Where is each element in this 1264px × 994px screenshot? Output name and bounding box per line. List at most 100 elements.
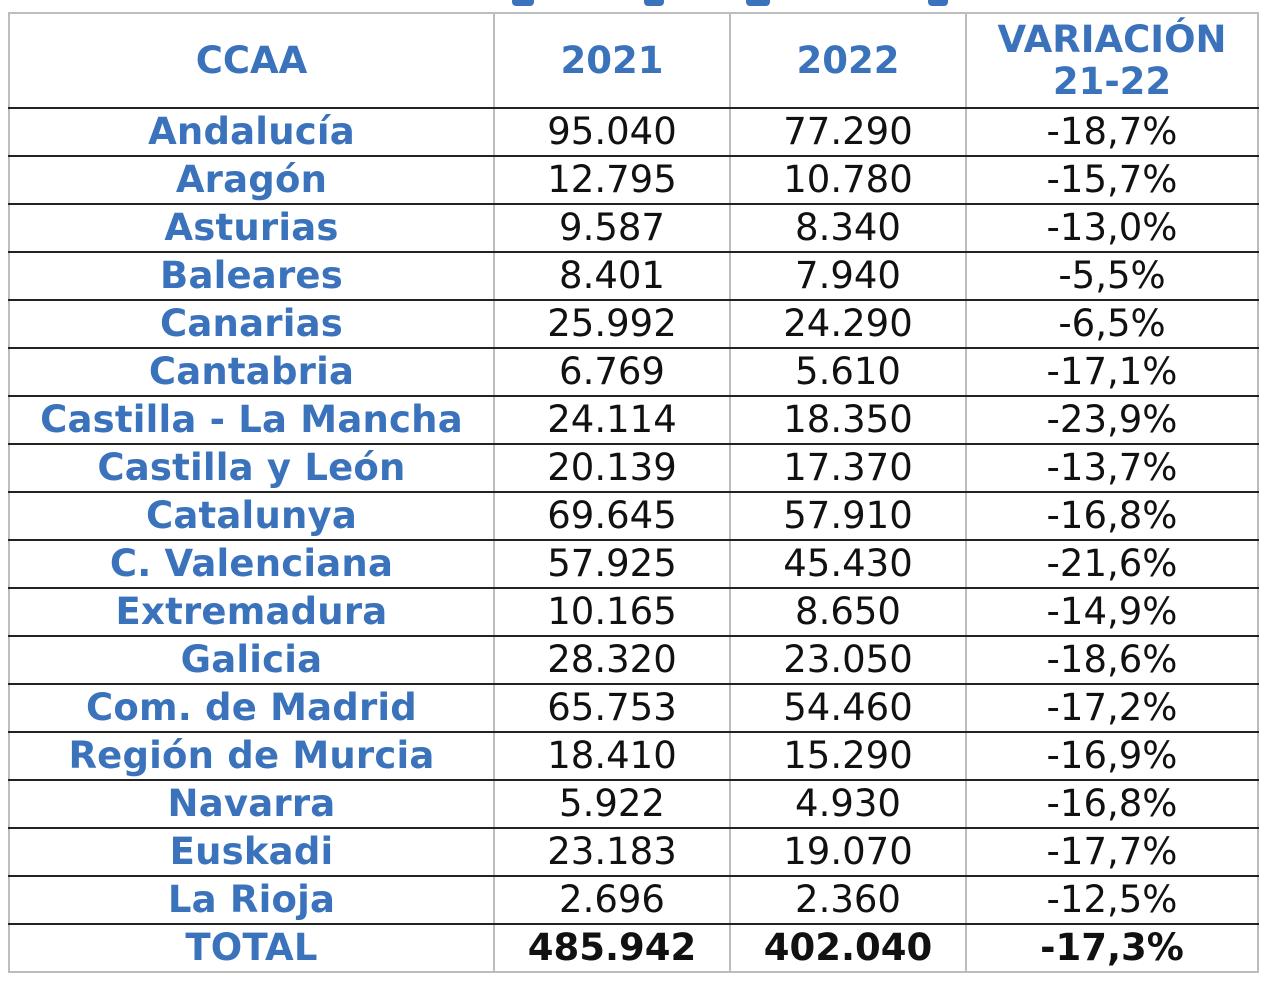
value-2021: 25.992: [493, 299, 731, 349]
value-variation: -14,9%: [965, 587, 1259, 637]
table-row: Castilla - La Mancha 24.114 18.350 -23,9…: [8, 395, 1259, 445]
region-name: C. Valenciana: [8, 539, 495, 589]
value-2022: 7.940: [729, 251, 967, 301]
total-2022: 402.040: [729, 923, 967, 973]
ccaa-data-table: CCAA 2021 2022 VARIACIÓN 21-22 Andalucía…: [8, 12, 1259, 973]
value-2021: 8.401: [493, 251, 731, 301]
value-2021: 28.320: [493, 635, 731, 685]
value-variation: -21,6%: [965, 539, 1259, 589]
table-row: Euskadi 23.183 19.070 -17,7%: [8, 827, 1259, 877]
value-variation: -16,8%: [965, 491, 1259, 541]
total-label: TOTAL: [8, 923, 495, 973]
table-row: Cantabria 6.769 5.610 -17,1%: [8, 347, 1259, 397]
region-name: Canarias: [8, 299, 495, 349]
value-2022: 2.360: [729, 875, 967, 925]
region-name: Com. de Madrid: [8, 683, 495, 733]
clipped-title-fragment: [0, 0, 1264, 12]
value-2021: 23.183: [493, 827, 731, 877]
header-row: CCAA 2021 2022 VARIACIÓN 21-22: [8, 12, 1259, 109]
value-2022: 8.650: [729, 587, 967, 637]
table-row: Catalunya 69.645 57.910 -16,8%: [8, 491, 1259, 541]
value-variation: -16,8%: [965, 779, 1259, 829]
table-row: Castilla y León 20.139 17.370 -13,7%: [8, 443, 1259, 493]
header-ccaa: CCAA: [8, 12, 495, 109]
clipped-glyph: [512, 0, 534, 6]
value-2022: 15.290: [729, 731, 967, 781]
value-2022: 24.290: [729, 299, 967, 349]
value-2021: 10.165: [493, 587, 731, 637]
value-2022: 19.070: [729, 827, 967, 877]
table-row: Andalucía 95.040 77.290 -18,7%: [8, 107, 1259, 157]
value-2022: 54.460: [729, 683, 967, 733]
value-variation: -17,2%: [965, 683, 1259, 733]
value-variation: -17,1%: [965, 347, 1259, 397]
header-variation: VARIACIÓN 21-22: [965, 12, 1259, 109]
region-name: Castilla - La Mancha: [8, 395, 495, 445]
value-2022: 8.340: [729, 203, 967, 253]
region-name: Euskadi: [8, 827, 495, 877]
value-2022: 5.610: [729, 347, 967, 397]
value-2021: 12.795: [493, 155, 731, 205]
value-2021: 20.139: [493, 443, 731, 493]
value-variation: -13,0%: [965, 203, 1259, 253]
total-row: TOTAL 485.942 402.040 -17,3%: [8, 923, 1259, 973]
region-name: Asturias: [8, 203, 495, 253]
region-name: Andalucía: [8, 107, 495, 157]
value-variation: -23,9%: [965, 395, 1259, 445]
value-2022: 4.930: [729, 779, 967, 829]
value-2021: 65.753: [493, 683, 731, 733]
region-name: Extremadura: [8, 587, 495, 637]
value-2021: 57.925: [493, 539, 731, 589]
table-row: Galicia 28.320 23.050 -18,6%: [8, 635, 1259, 685]
value-2021: 18.410: [493, 731, 731, 781]
value-2022: 10.780: [729, 155, 967, 205]
header-variation-line2: 21-22: [1052, 59, 1172, 103]
clipped-glyph: [644, 0, 664, 6]
total-2021: 485.942: [493, 923, 731, 973]
table-row: Navarra 5.922 4.930 -16,8%: [8, 779, 1259, 829]
table-row: Región de Murcia 18.410 15.290 -16,9%: [8, 731, 1259, 781]
header-2022: 2022: [729, 12, 967, 109]
value-2021: 24.114: [493, 395, 731, 445]
value-variation: -17,7%: [965, 827, 1259, 877]
value-2021: 6.769: [493, 347, 731, 397]
region-name: Navarra: [8, 779, 495, 829]
value-2021: 9.587: [493, 203, 731, 253]
region-name: Galicia: [8, 635, 495, 685]
table-row: Baleares 8.401 7.940 -5,5%: [8, 251, 1259, 301]
value-2022: 17.370: [729, 443, 967, 493]
value-variation: -6,5%: [965, 299, 1259, 349]
table-row: Com. de Madrid 65.753 54.460 -17,2%: [8, 683, 1259, 733]
value-variation: -15,7%: [965, 155, 1259, 205]
clipped-glyph: [746, 0, 770, 6]
header-variation-line1: VARIACIÓN: [997, 17, 1227, 61]
value-2022: 45.430: [729, 539, 967, 589]
table-row: C. Valenciana 57.925 45.430 -21,6%: [8, 539, 1259, 589]
table-row: La Rioja 2.696 2.360 -12,5%: [8, 875, 1259, 925]
clipped-glyph: [928, 0, 948, 6]
value-variation: -5,5%: [965, 251, 1259, 301]
region-name: Cantabria: [8, 347, 495, 397]
value-variation: -18,7%: [965, 107, 1259, 157]
value-2022: 23.050: [729, 635, 967, 685]
value-2022: 77.290: [729, 107, 967, 157]
table-row: Canarias 25.992 24.290 -6,5%: [8, 299, 1259, 349]
value-2021: 2.696: [493, 875, 731, 925]
value-2022: 57.910: [729, 491, 967, 541]
value-variation: -18,6%: [965, 635, 1259, 685]
region-name: La Rioja: [8, 875, 495, 925]
region-name: Baleares: [8, 251, 495, 301]
value-variation: -13,7%: [965, 443, 1259, 493]
region-name: Castilla y León: [8, 443, 495, 493]
value-2021: 5.922: [493, 779, 731, 829]
value-2021: 69.645: [493, 491, 731, 541]
table-row: Extremadura 10.165 8.650 -14,9%: [8, 587, 1259, 637]
value-variation: -12,5%: [965, 875, 1259, 925]
value-2022: 18.350: [729, 395, 967, 445]
table-row: Asturias 9.587 8.340 -13,0%: [8, 203, 1259, 253]
value-2021: 95.040: [493, 107, 731, 157]
total-variation: -17,3%: [965, 923, 1259, 973]
table-row: Aragón 12.795 10.780 -15,7%: [8, 155, 1259, 205]
region-name: Aragón: [8, 155, 495, 205]
region-name: Catalunya: [8, 491, 495, 541]
